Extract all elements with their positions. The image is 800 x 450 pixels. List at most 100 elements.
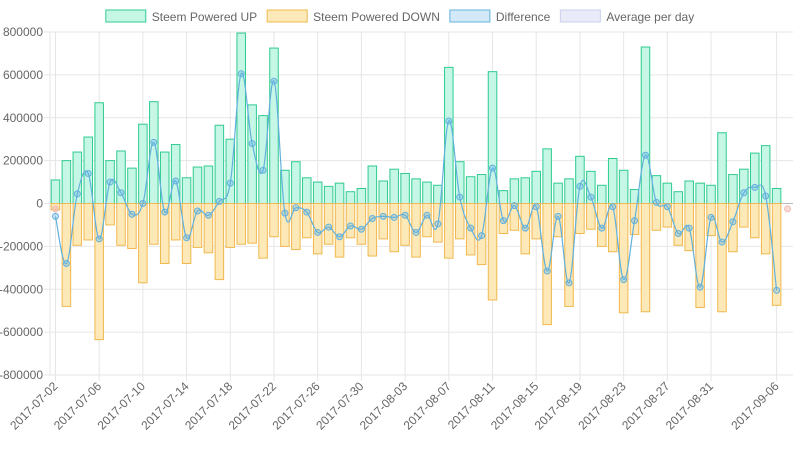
bar-down	[61, 203, 72, 307]
bar-down	[203, 203, 214, 254]
bar-down	[422, 203, 432, 238]
difference-point	[587, 193, 595, 201]
difference-point	[445, 117, 453, 125]
bar-up	[258, 115, 268, 204]
bar-up	[684, 180, 694, 205]
y-tick-label: -400000	[0, 282, 43, 296]
bar-down	[509, 203, 520, 231]
bar-down	[586, 203, 596, 230]
bar-down	[749, 203, 760, 239]
bar-up	[138, 123, 148, 204]
difference-point	[172, 177, 180, 185]
difference-point	[226, 179, 234, 187]
bar-up	[181, 177, 192, 204]
bar-up	[673, 191, 684, 205]
difference-point	[73, 190, 81, 198]
difference-point	[423, 211, 431, 219]
legend-item-avg: Average per day	[559, 9, 694, 24]
bar-up	[312, 181, 323, 204]
average-point	[784, 205, 792, 213]
bar-up	[389, 168, 399, 204]
bar-up	[607, 157, 618, 204]
bar-up	[465, 176, 476, 204]
bar-down	[564, 203, 574, 307]
chart-legend: Steem Powered UP Steem Powered DOWN Differ…	[105, 9, 694, 24]
bar-down	[247, 203, 257, 244]
y-tick-label: -600000	[0, 325, 43, 339]
bar-up	[717, 132, 727, 205]
y-tick-label: 200000	[3, 154, 43, 168]
bar-down	[225, 203, 236, 248]
y-tick-label: 600000	[3, 68, 43, 82]
difference-point	[762, 192, 770, 200]
bar-up	[127, 167, 137, 205]
bar-up	[50, 179, 61, 204]
difference-point	[641, 151, 649, 159]
bar-up	[345, 191, 356, 205]
bar-down	[356, 203, 367, 245]
bar-up	[706, 184, 716, 204]
bar-up	[498, 190, 509, 204]
difference-point	[183, 234, 191, 242]
bar-up	[302, 177, 312, 204]
difference-point	[106, 178, 114, 186]
bar-up	[564, 178, 574, 205]
legend-label-diff: Difference	[496, 10, 551, 24]
bar-up	[662, 182, 673, 204]
legend-label-up: Steem Powered UP	[152, 10, 257, 24]
legend-swatch-up	[105, 9, 147, 23]
bar-down	[378, 203, 389, 240]
bar-up	[695, 182, 705, 204]
bar-up	[367, 165, 378, 204]
bar-down	[159, 203, 170, 265]
difference-point	[565, 279, 573, 287]
difference-point	[532, 203, 540, 211]
bar-down	[258, 203, 268, 259]
bar-up	[203, 165, 214, 204]
bar-up	[542, 148, 552, 205]
difference-point	[434, 220, 442, 228]
difference-point	[150, 138, 158, 146]
difference-point	[521, 224, 529, 232]
bar-up	[291, 161, 301, 204]
bar-down	[553, 203, 563, 238]
difference-point	[62, 260, 70, 268]
difference-point	[510, 202, 518, 210]
difference-point	[281, 209, 289, 217]
bar-up	[378, 180, 389, 205]
difference-point	[139, 200, 147, 207]
average-point	[51, 205, 59, 213]
difference-point	[685, 224, 693, 232]
difference-point	[390, 213, 398, 221]
difference-point	[248, 139, 256, 147]
bar-down	[149, 203, 159, 245]
difference-point	[51, 212, 59, 220]
difference-point	[95, 235, 103, 243]
y-tick-label: 400000	[3, 111, 43, 125]
bar-down	[739, 203, 749, 228]
x-tick-label: 2017-09-06	[728, 379, 782, 433]
series-difference	[51, 70, 792, 294]
x-axis-ticks: 2017-07-022017-07-062017-07-102017-07-14…	[7, 379, 782, 433]
bar-down	[411, 203, 421, 258]
bar-up	[94, 102, 104, 204]
y-tick-label: 800000	[3, 25, 43, 39]
legend-item-up: Steem Powered UP	[105, 9, 257, 24]
difference-point	[325, 223, 333, 231]
bar-up	[553, 182, 563, 204]
bar-up	[531, 170, 541, 204]
bar-up	[192, 166, 203, 204]
difference-point	[237, 70, 245, 78]
bar-up	[214, 124, 225, 204]
difference-point	[554, 212, 562, 220]
difference-point	[456, 193, 464, 201]
difference-point	[499, 217, 507, 225]
y-tick-label: -800000	[0, 368, 43, 382]
bar-up	[422, 181, 432, 204]
difference-point	[346, 222, 354, 230]
bar-down	[695, 203, 705, 308]
bar-down	[269, 203, 279, 238]
bar-up	[323, 185, 334, 205]
